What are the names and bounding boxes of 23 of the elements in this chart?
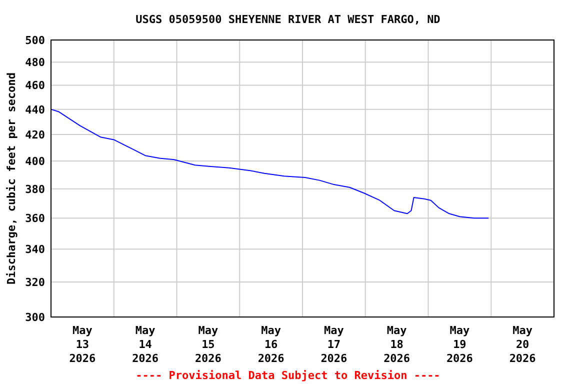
y-tick-label: 480 <box>25 56 45 70</box>
x-tick-label: May 14 2026 <box>132 324 159 365</box>
x-tick-label: May 18 2026 <box>384 324 410 365</box>
text: ---- Provisional Data Subject to Revision ---- <box>136 369 440 382</box>
x-tick-label: May 15 2026 <box>194 324 222 365</box>
y-tick-label: 440 <box>25 103 45 116</box>
x-tick-label: May 16 2026 <box>258 324 285 365</box>
y-tick-label: 380 <box>25 182 45 196</box>
y-tick-label: 320 <box>25 276 45 290</box>
y-tick-label: 300 <box>25 311 45 324</box>
y-tick-label: 340 <box>25 243 45 256</box>
y-axis-title: Discharge, cubic feet per second <box>5 72 18 284</box>
y-tick-label: 460 <box>25 79 45 92</box>
line-series <box>50 108 490 219</box>
x-tick-label: May 20 2026 <box>509 324 536 365</box>
x-tick-label: May 17 2026 <box>320 324 348 365</box>
x-tick-label: May 19 2026 <box>446 324 474 365</box>
x-tick-label: May 13 2026 <box>69 324 96 365</box>
y-tick-label: 400 <box>25 155 45 168</box>
y-tick-label: 500 <box>25 34 45 47</box>
chart-title: USGS 05059500 SHEYENNE RIVER AT WEST FARGO, ND <box>136 13 441 26</box>
y-tick-label: 360 <box>25 212 45 226</box>
y-tick-label: 420 <box>25 128 45 142</box>
